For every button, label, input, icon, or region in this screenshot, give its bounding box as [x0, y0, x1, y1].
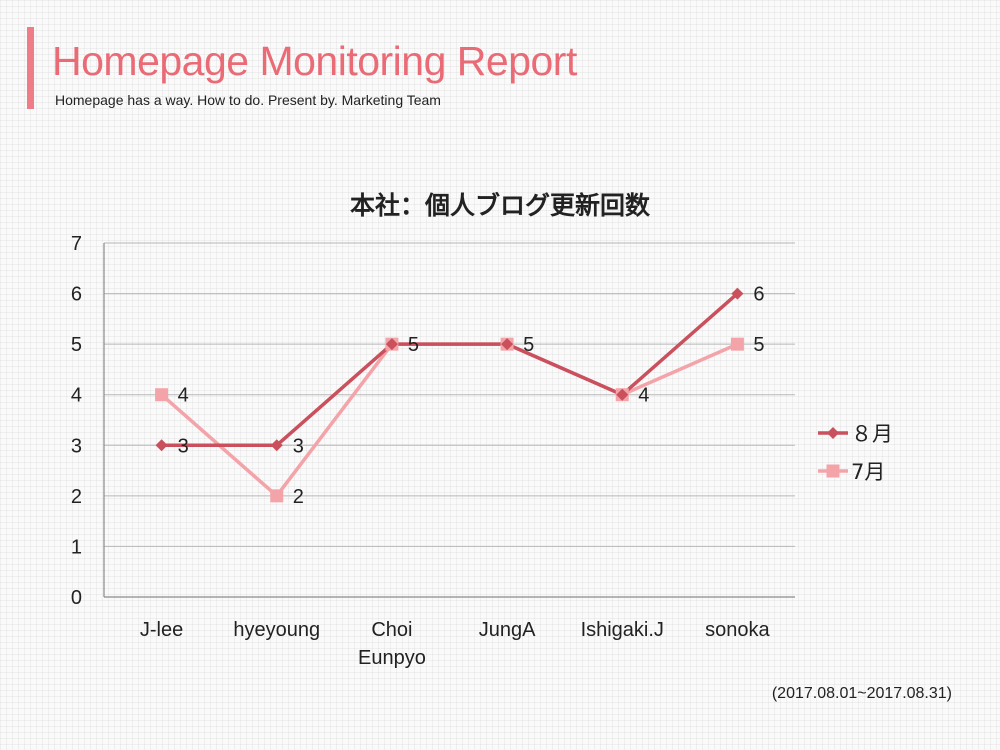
- series-line-july: [160, 342, 739, 498]
- page-subtitle: Homepage has a way. How to do. Present b…: [55, 92, 441, 108]
- series-line-august: [161, 292, 739, 448]
- title-accent-bar: [27, 27, 34, 109]
- data-point-august: [270, 439, 283, 452]
- y-tick-label: 0: [71, 587, 82, 609]
- data-label: 4: [638, 385, 649, 407]
- x-tick-label: Ishigaki.J: [581, 619, 664, 641]
- legend-label: 7月: [851, 460, 885, 484]
- data-label: 5: [408, 334, 419, 356]
- data-label: 3: [293, 435, 304, 457]
- x-tick-label: JungA: [479, 619, 536, 641]
- data-label: 2: [293, 486, 304, 508]
- data-point-august: [155, 439, 168, 452]
- chart-title: 本社：個人ブログ更新回数: [349, 191, 650, 220]
- data-point-july: [730, 337, 744, 351]
- y-tick-label: 7: [71, 233, 82, 255]
- x-tick-label: Choi: [371, 619, 412, 641]
- data-point-august: [501, 338, 514, 351]
- y-tick-label: 2: [71, 486, 82, 508]
- data-point-july: [270, 489, 284, 503]
- y-tick-label: 3: [71, 435, 82, 457]
- y-tick-label: 5: [71, 334, 82, 356]
- data-label: 5: [753, 334, 764, 356]
- legend-marker-july: [826, 464, 840, 478]
- data-label: 6: [753, 284, 764, 306]
- period-note: (2017.08.01~2017.08.31): [771, 685, 952, 702]
- page-title: Homepage Monitoring Report: [52, 38, 577, 84]
- x-tick-label: J-lee: [140, 619, 183, 641]
- data-point-august: [385, 338, 398, 351]
- y-tick-label: 6: [71, 284, 82, 306]
- legend-label: ８月: [851, 422, 893, 446]
- legend-marker-august: [827, 427, 839, 439]
- data-label: 3: [178, 435, 189, 457]
- data-label: 4: [178, 385, 189, 407]
- x-tick-label: hyeyoung: [233, 619, 320, 641]
- data-point-august: [731, 287, 744, 300]
- y-tick-label: 4: [71, 385, 82, 407]
- data-point-august: [616, 388, 629, 401]
- x-tick-label: sonoka: [705, 619, 770, 641]
- data-label: 5: [523, 334, 534, 356]
- y-tick-label: 1: [71, 536, 82, 558]
- x-tick-label: Eunpyo: [358, 647, 426, 669]
- data-point-july: [155, 388, 169, 402]
